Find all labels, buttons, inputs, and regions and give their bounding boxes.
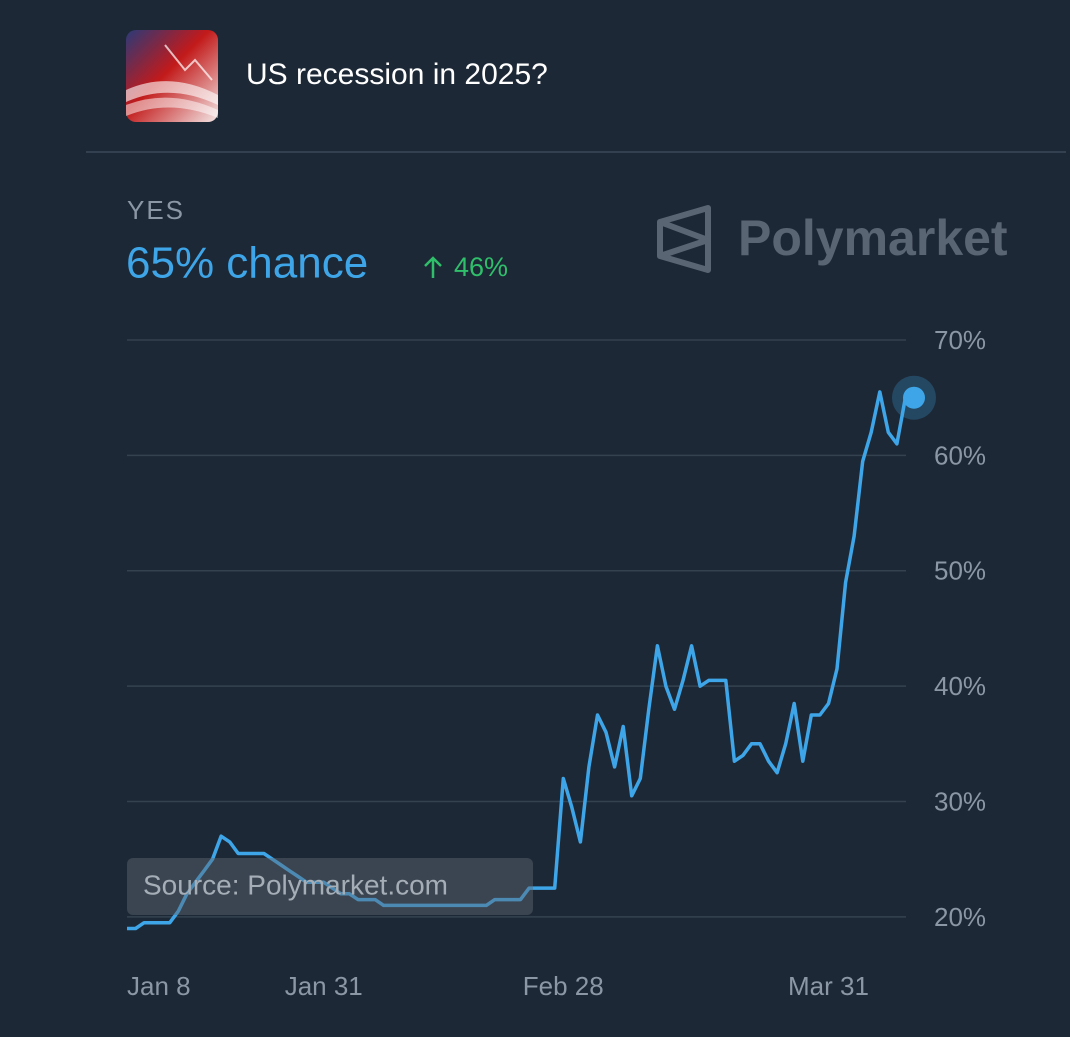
y-tick-label: 30% [934, 786, 986, 816]
change: 46% [454, 252, 508, 282]
x-tick-label: Jan 8 [127, 971, 191, 1001]
source-box [127, 858, 533, 915]
x-tick-label: Feb 28 [523, 971, 604, 1001]
up-arrow [424, 256, 442, 278]
end-point [903, 386, 925, 409]
market-icon [126, 30, 218, 122]
y-tick-label: 50% [934, 556, 986, 586]
y-tick-label: 20% [934, 902, 986, 932]
chance: 65% chance [126, 239, 368, 288]
brand: Polymarket [738, 210, 1008, 266]
y-tick-label: 60% [934, 440, 986, 470]
line [127, 390, 914, 931]
market-title: US recession in 2025? [246, 58, 548, 91]
outcome-label: YES [127, 195, 185, 225]
y-tick-label: 40% [934, 671, 986, 701]
plot: 20% 30% 40% 50% 60% 70% Jan 8 Jan 31 Feb 28 Mar 3… [127, 325, 986, 1001]
brand-logo [657, 205, 711, 273]
x-tick-label: Jan 31 [285, 971, 363, 1001]
x-tick-label: Mar 31 [788, 971, 869, 1001]
source: Source: Polymarket.com [143, 869, 448, 900]
y-tick-label: 70% [934, 325, 986, 355]
